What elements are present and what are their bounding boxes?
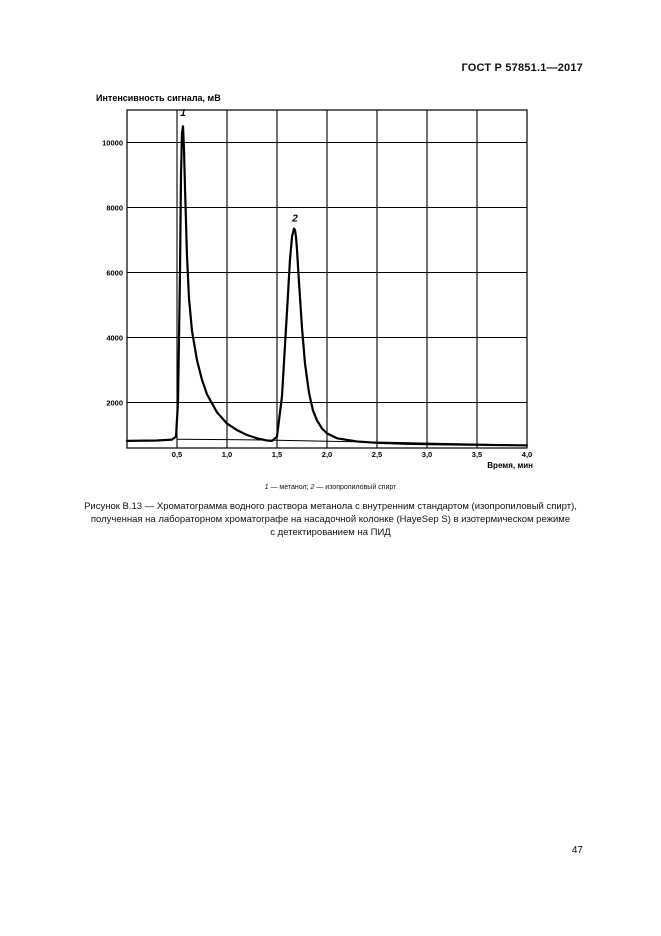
x-tick-label: 0,5 bbox=[172, 450, 182, 459]
chromatogram-chart: 0,5 1,0 1,5 2,0 2,5 3,0 3,5 4,0 2000 4000 6000 800… bbox=[96, 93, 533, 470]
y-axis-label: Интенсивность сигнала, мВ bbox=[96, 93, 221, 103]
legend-2-number: 2 bbox=[310, 484, 315, 491]
y-tick-label: 6000 bbox=[106, 269, 123, 278]
x-axis-label: Время, мин bbox=[487, 461, 533, 470]
caption-line-3: с детектированием на ПИД bbox=[270, 527, 391, 538]
y-tick-label: 4000 bbox=[106, 334, 123, 343]
legend-1-text: — метанол; bbox=[268, 484, 311, 491]
y-tick-label: 2000 bbox=[106, 399, 123, 408]
caption-line-2: полученная на лабораторном хроматографе … bbox=[90, 514, 571, 525]
x-tick-label: 1,0 bbox=[222, 450, 232, 459]
y-tick-labels: 2000 4000 6000 8000 10000 bbox=[102, 139, 123, 408]
legend-1-number: 1 bbox=[264, 484, 269, 491]
series-group bbox=[125, 125, 529, 447]
page-number: 47 bbox=[571, 845, 583, 856]
y-tick-label: 8000 bbox=[106, 204, 123, 213]
x-tick-label: 3,5 bbox=[472, 450, 482, 459]
document-standard-number: ГОСТ Р 57851.1—2017 bbox=[461, 62, 583, 74]
figure-legend: 1 — метанол; 2 — изопропиловый спирт bbox=[0, 484, 661, 491]
x-tick-label: 1,5 bbox=[272, 450, 282, 459]
x-tick-label: 3,0 bbox=[422, 450, 432, 459]
vertical-gridlines bbox=[176, 110, 478, 448]
peak-label: 2 bbox=[291, 213, 298, 224]
x-tick-label: 4,0 bbox=[522, 450, 532, 459]
peak-label: 1 bbox=[180, 108, 186, 119]
chart-svg: 0,5 1,0 1,5 2,0 2,5 3,0 3,5 4,0 2000 4000 6000 800… bbox=[96, 93, 533, 470]
baseline-line bbox=[176, 438, 528, 446]
figure-caption: Рисунок В.13 — Хроматограмма водного рас… bbox=[40, 500, 621, 539]
legend-2-text: — изопропиловый спирт bbox=[314, 484, 397, 491]
caption-line-1: Рисунок В.13 — Хроматограмма водного рас… bbox=[84, 501, 577, 512]
x-tick-label: 2,0 bbox=[322, 450, 332, 459]
peak-labels: 12 bbox=[180, 108, 298, 225]
x-tick-label: 2,5 bbox=[372, 450, 382, 459]
y-tick-label: 10000 bbox=[102, 139, 123, 148]
chromatogram-line bbox=[125, 125, 529, 447]
x-tick-labels: 0,5 1,0 1,5 2,0 2,5 3,0 3,5 4,0 bbox=[172, 450, 532, 459]
